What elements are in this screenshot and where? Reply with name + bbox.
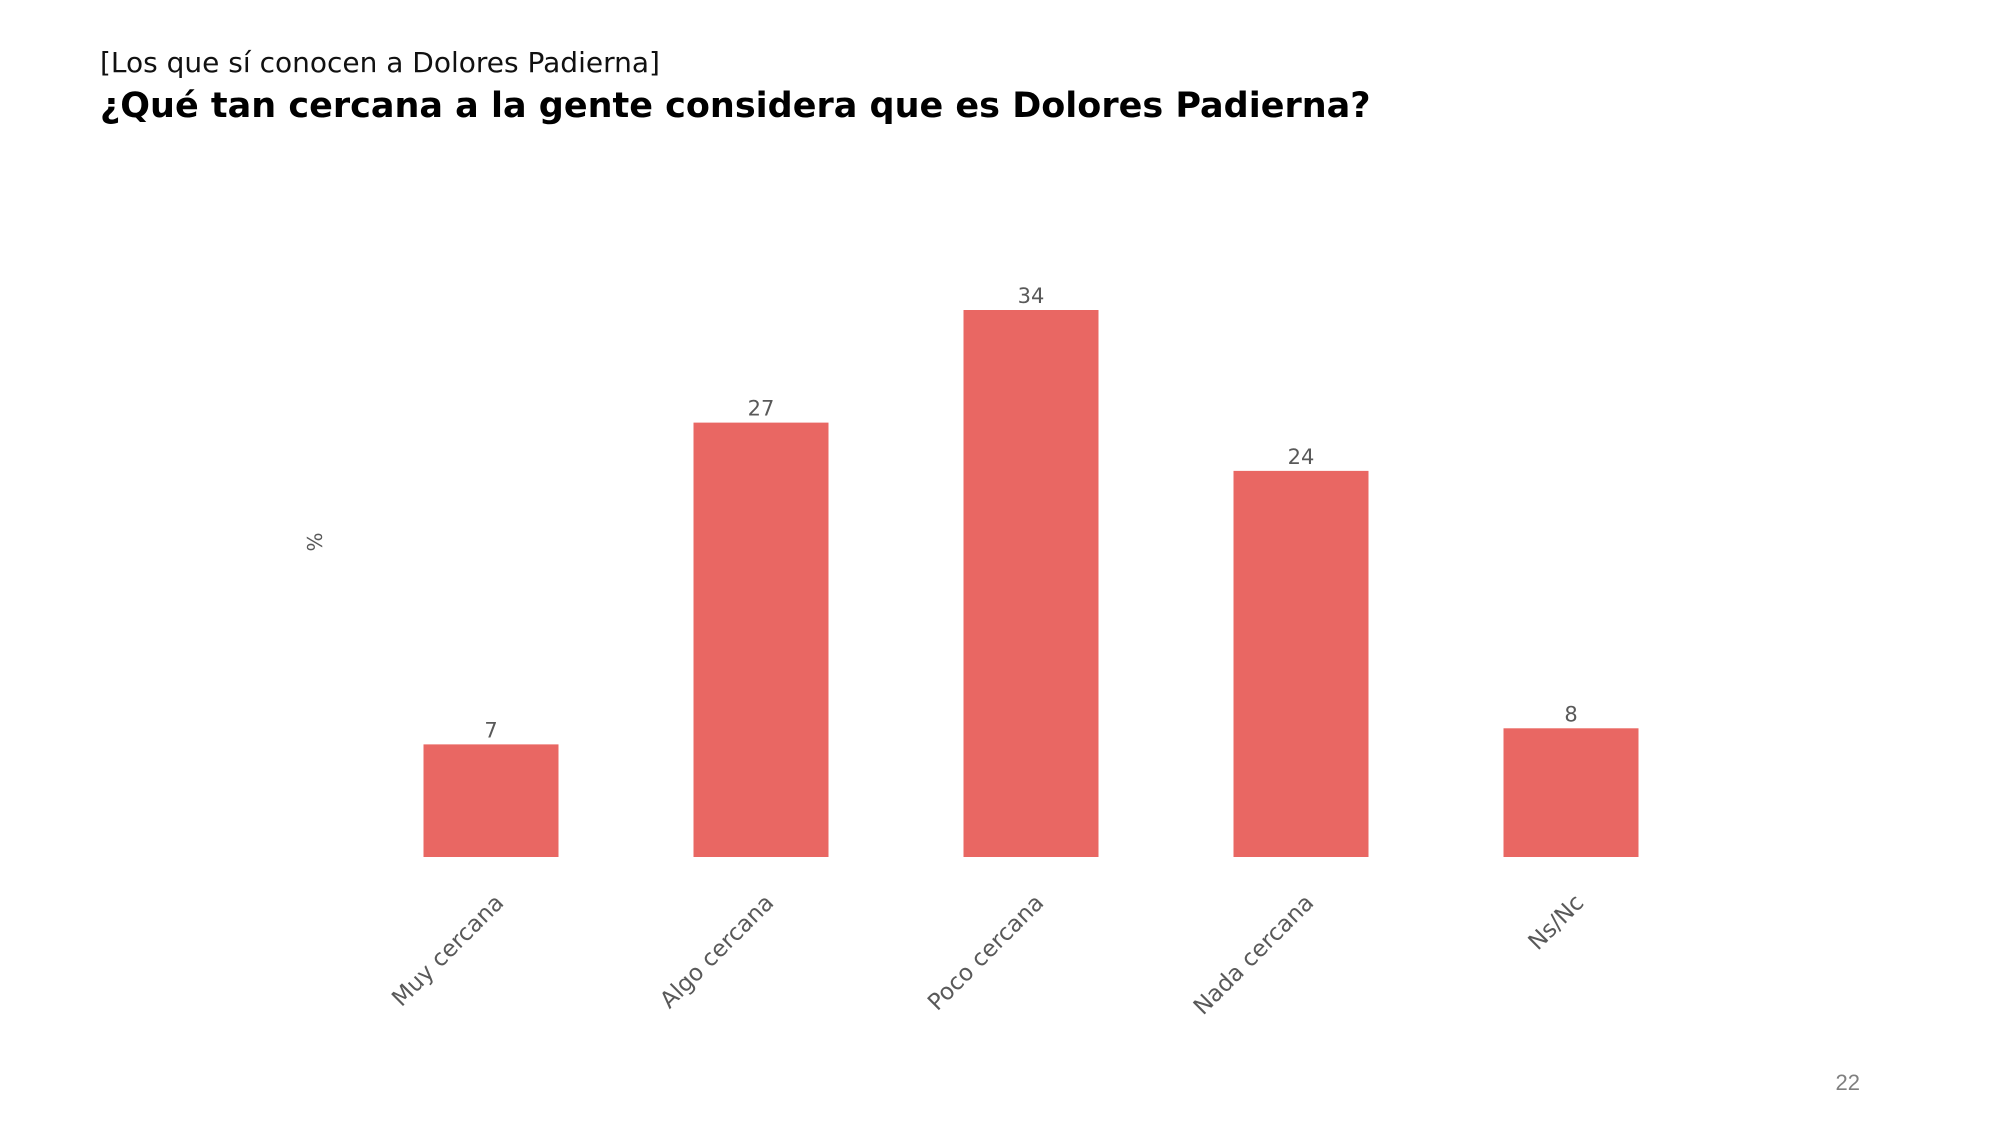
slide-subtitle: [Los que sí conocen a Dolores Padierna] [100,46,660,79]
bar-muy-cercana [423,744,559,857]
bar-nada-cercana [1233,470,1369,857]
x-tick-label: Poco cercana [923,890,1049,1016]
page-number: 22 [1835,1070,1860,1095]
bar-poco-cercana [963,310,1099,857]
data-label: 8 [1564,702,1577,726]
bars-group [423,310,1639,857]
bar-ns-nc [1503,728,1639,857]
x-tick-label: Algo cercana [655,890,779,1014]
bar-algo-cercana [693,422,829,857]
data-label: 27 [748,397,775,421]
y-axis-label: % [302,532,326,551]
x-tick-labels-group: Muy cercana Algo cercana Poco cercana Nada … [387,890,1589,1020]
data-label: 24 [1288,445,1315,469]
data-labels-group: 7 27 34 24 8 [484,284,1577,742]
x-tick-label: Nada cercana [1189,890,1319,1020]
data-label: 7 [484,718,497,742]
x-tick-label: Ns/Nc [1524,890,1590,956]
x-tick-label: Muy cercana [387,890,509,1012]
slide-title: ¿Qué tan cercana a la gente considera qu… [100,86,1371,126]
data-label: 34 [1018,284,1045,308]
